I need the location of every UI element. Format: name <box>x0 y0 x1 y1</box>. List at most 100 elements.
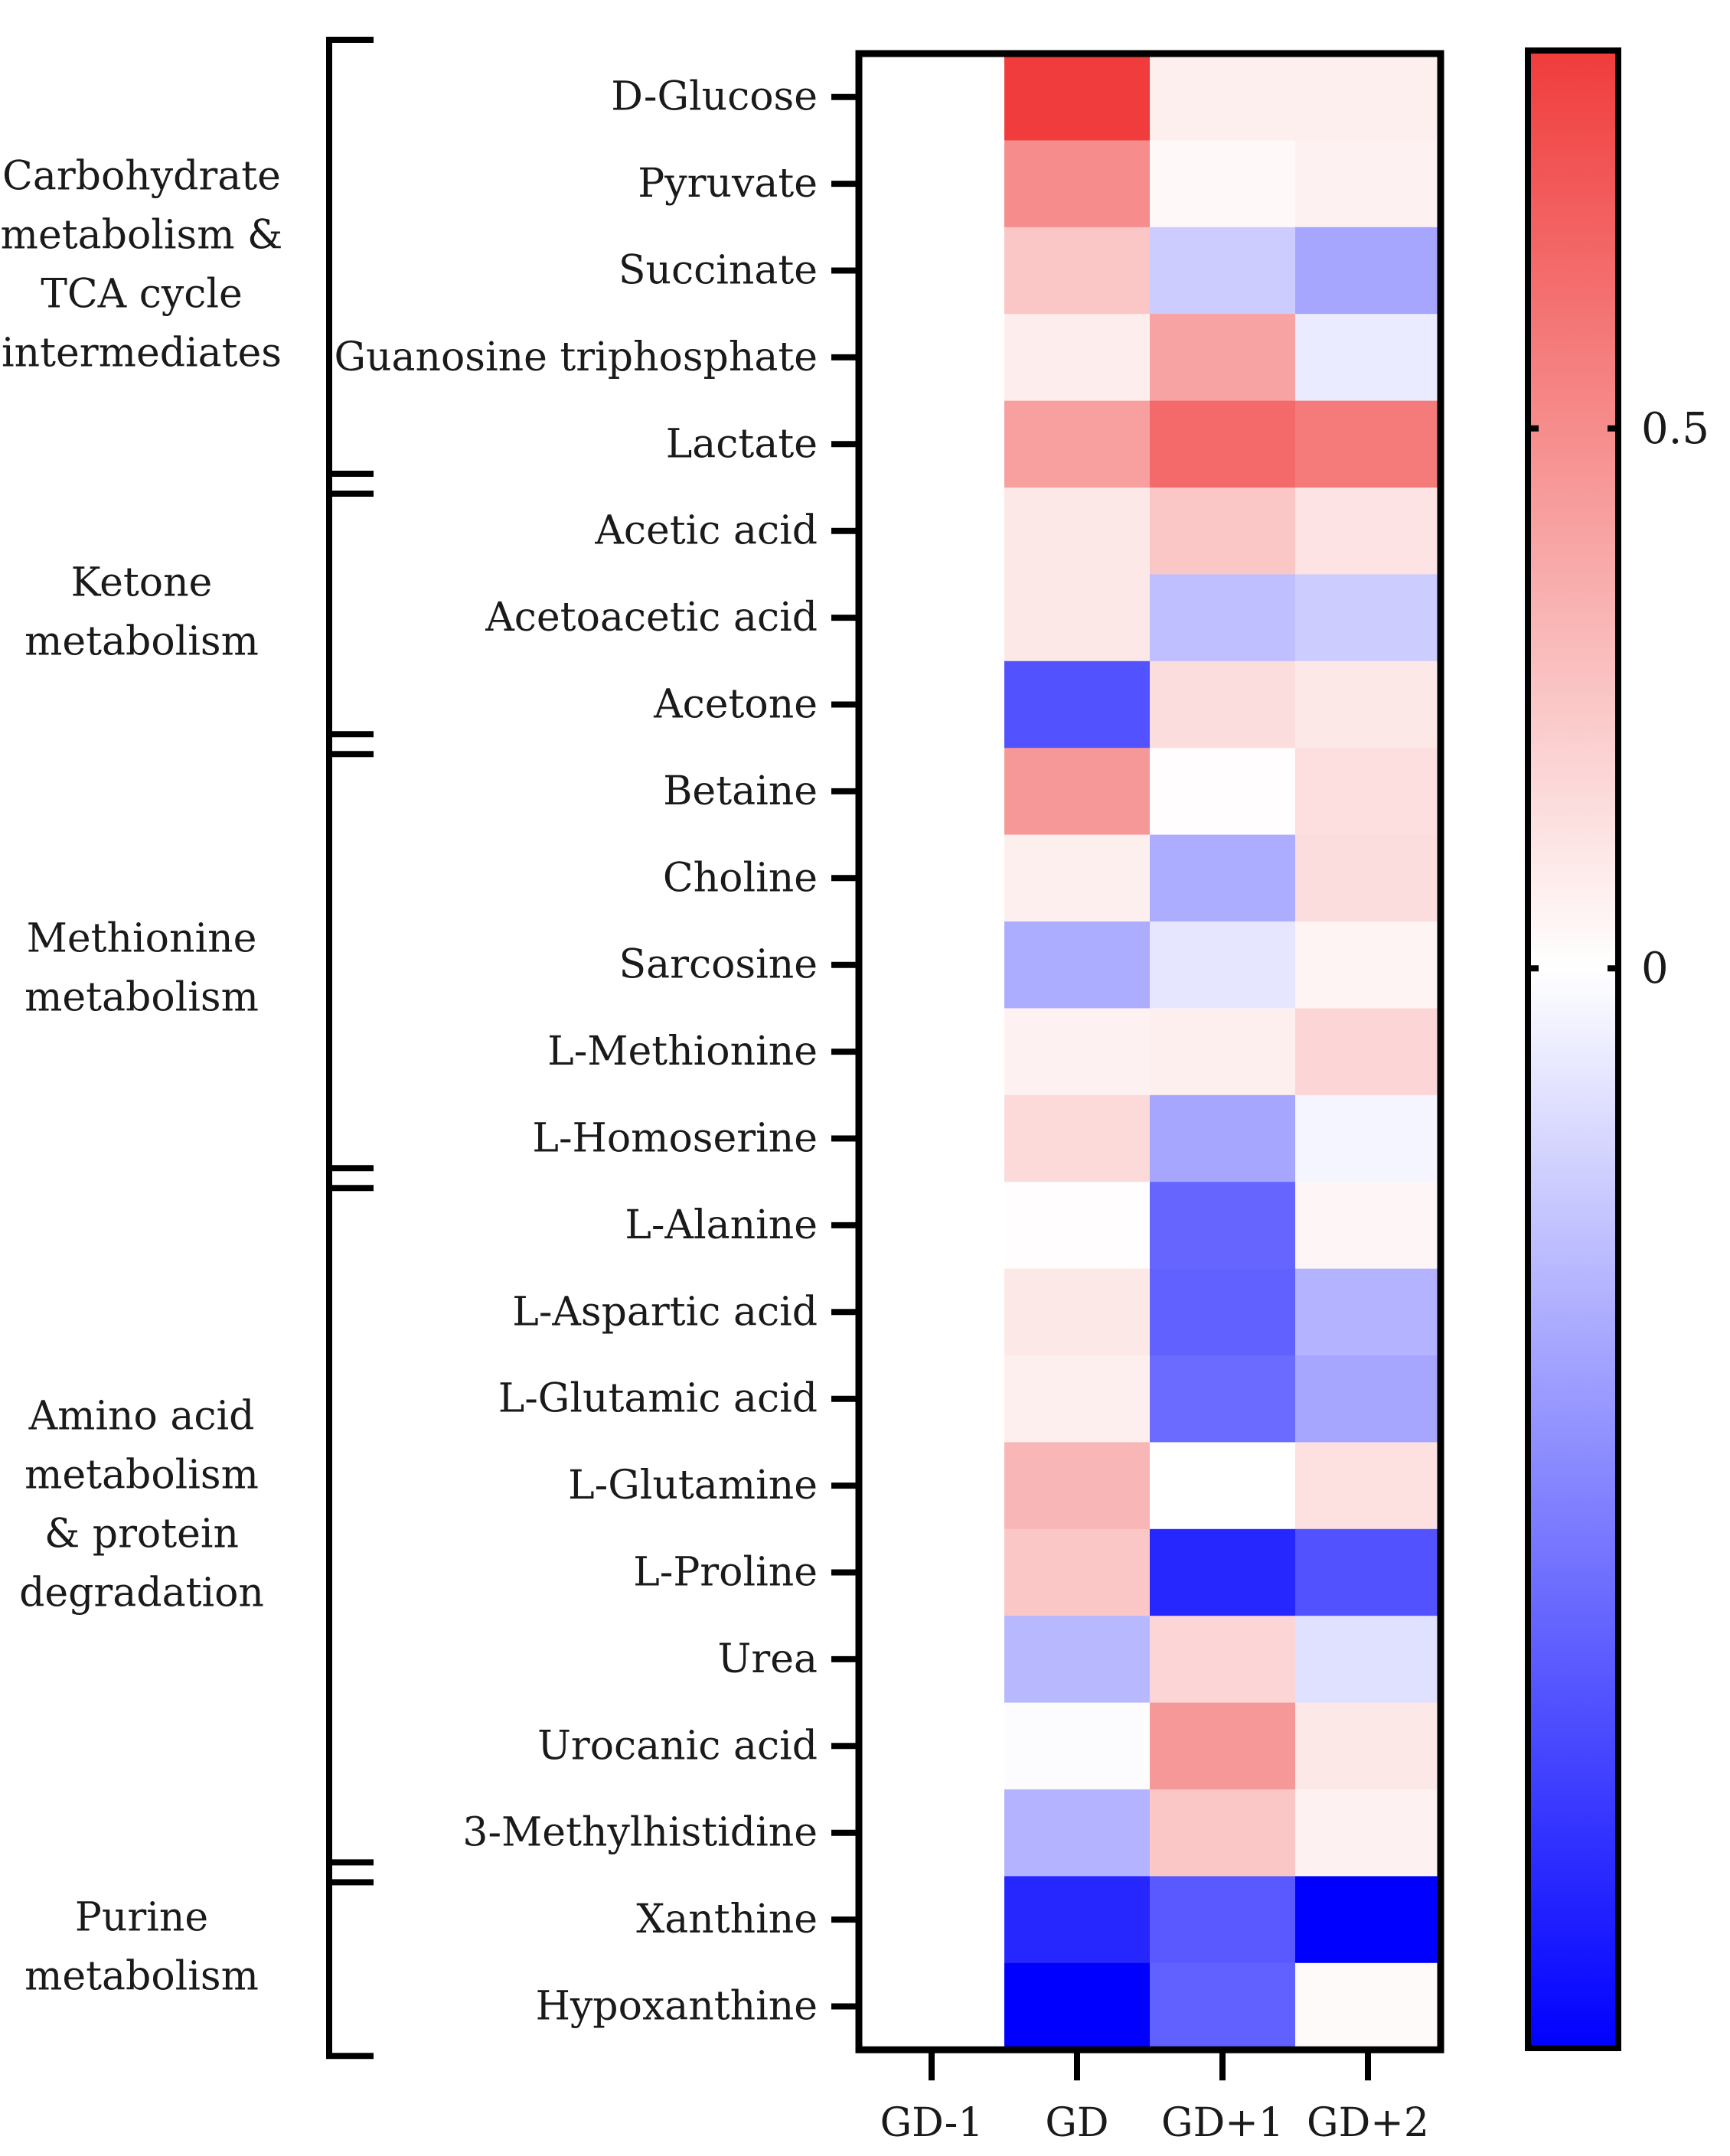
group-bracket-carbohydrate-metabolism-and-tca-cycle-intermediates <box>326 37 374 497</box>
heatmap-cell <box>859 1008 1005 1096</box>
heatmap-cell <box>859 1789 1005 1877</box>
column-label-gd: GD <box>1045 2100 1108 2146</box>
heatmap-cell <box>1295 1789 1441 1877</box>
colorbar-tick-label: 0 <box>1641 944 1669 993</box>
heatmap-cell <box>1295 1962 1441 2050</box>
colorbar-tick-label: 0.5 <box>1641 404 1709 454</box>
heatmap-cell <box>1150 834 1296 922</box>
heatmap-cell <box>1295 574 1441 662</box>
heatmap-cell <box>1150 54 1296 141</box>
heatmap-cell <box>859 1876 1005 1964</box>
group-label-ketone-metabolism: Ketone metabolism <box>24 560 259 665</box>
heatmap-cell <box>1295 140 1441 228</box>
heatmap-cell <box>1150 488 1296 575</box>
heatmap-cells <box>859 54 1441 2050</box>
heatmap-cell <box>859 400 1005 488</box>
heatmap-cell <box>1004 1008 1151 1096</box>
group-bracket-ketone-metabolism <box>326 471 374 758</box>
heatmap-cell <box>1150 1442 1296 1530</box>
heatmap-cell <box>1004 488 1151 575</box>
column-labels: GD-1 GD GD+1 GD+2 <box>880 2100 1429 2146</box>
row-label-l-glutamine: L-Glutamine <box>568 1463 818 1509</box>
row-label-lactate: Lactate <box>666 421 818 467</box>
heatmap-cell <box>859 1702 1005 1790</box>
heatmap-cell <box>1150 921 1296 1009</box>
row-label-l-alanine: L-Alanine <box>625 1202 818 1248</box>
heatmap-cell <box>859 314 1005 402</box>
colorbar: 00.5 <box>1525 47 1709 2051</box>
heatmap-cell <box>1150 1355 1296 1443</box>
row-label-hypoxanthine: Hypoxanthine <box>536 1984 818 2030</box>
heatmap-cell <box>1295 1008 1441 1096</box>
heatmap-cell <box>1295 1268 1441 1356</box>
heatmap-cell <box>1004 1268 1151 1356</box>
heatmap-cell <box>1150 1094 1296 1182</box>
heatmap-cell <box>1295 54 1441 141</box>
heatmap-cell <box>1295 1528 1441 1616</box>
heatmap-cell <box>1004 1876 1151 1964</box>
heatmap-cell <box>1150 574 1296 662</box>
heatmap-cell <box>1150 400 1296 488</box>
row-label-acetic-acid: Acetic acid <box>594 508 818 554</box>
group-bracket-amino-acid-metabolism-and-protein-degradation <box>326 1165 374 1886</box>
row-label-l-aspartic-acid: L-Aspartic acid <box>512 1289 818 1335</box>
heatmap-cell <box>1004 1442 1151 1530</box>
heatmap-cell <box>1150 660 1296 749</box>
heatmap-cell <box>1295 1355 1441 1443</box>
heatmap-cell <box>859 1355 1005 1443</box>
heatmap-cell <box>1150 227 1296 315</box>
row-label-sarcosine: Sarcosine <box>619 942 818 988</box>
group-label-amino-acid-metabolism-and-protein-degradation: Amino acid metabolism & protein degradation <box>19 1394 264 1616</box>
heatmap-cell <box>1004 1789 1151 1877</box>
heatmap-cell <box>1295 1442 1441 1530</box>
group-label-purine-metabolism: Purine metabolism <box>24 1895 259 2000</box>
heatmap-cell <box>1295 1094 1441 1182</box>
row-labels: D-Glucose Pyruvate Succinate Guanosine trip… <box>334 74 818 2030</box>
colorbar-gradient <box>1525 47 1621 2051</box>
column-label-gd-1: GD-1 <box>880 2100 984 2146</box>
heatmap-cell <box>1004 140 1151 228</box>
heatmap-cell <box>859 660 1005 749</box>
heatmap-cell <box>1150 1962 1296 2050</box>
row-label-succinate: Succinate <box>619 248 818 294</box>
heatmap-cell <box>1150 1616 1296 1704</box>
heatmap-cell <box>1150 1268 1296 1356</box>
heatmap-cell <box>1004 1528 1151 1616</box>
heatmap-cell <box>1150 314 1296 402</box>
heatmap-cell <box>859 1094 1005 1182</box>
heatmap-cell <box>859 921 1005 1009</box>
group-brackets: Carbohydrate metabolism & TCA cycle interme… <box>1 37 374 2060</box>
heatmap-cell <box>1004 834 1151 922</box>
group-bracket-methionine-metabolism <box>326 731 374 1192</box>
heatmap-cell <box>1004 400 1151 488</box>
heatmap-cell <box>1004 314 1151 402</box>
heatmap-cell <box>859 1442 1005 1530</box>
heatmap-cell <box>1295 834 1441 922</box>
heatmap-cell <box>859 488 1005 575</box>
heatmap-cell <box>859 140 1005 228</box>
heatmap-cell <box>1295 1702 1441 1790</box>
heatmap-cell <box>1004 1702 1151 1790</box>
heatmap-cell <box>1004 54 1151 141</box>
heatmap-cell <box>1295 921 1441 1009</box>
heatmap-cell <box>1295 314 1441 402</box>
row-ticks <box>831 93 856 2010</box>
heatmap-cell <box>1295 1182 1441 1270</box>
column-ticks <box>929 2053 1371 2081</box>
heatmap-cell <box>1150 1008 1296 1096</box>
heatmap-cell <box>1004 1962 1151 2050</box>
heatmap-frame <box>855 50 1444 2053</box>
row-label-pyruvate: Pyruvate <box>638 161 818 207</box>
heatmap-cell <box>1295 488 1441 575</box>
heatmap-cell <box>1004 574 1151 662</box>
heatmap-cell <box>1295 660 1441 749</box>
heatmap-cell <box>859 748 1005 836</box>
heatmap-cell <box>1150 1528 1296 1616</box>
column-label-gd-1: GD+1 <box>1161 2100 1284 2146</box>
heatmap-cell <box>1004 921 1151 1009</box>
heatmap-cell <box>1004 748 1151 836</box>
heatmap-cell <box>1295 1876 1441 1964</box>
heatmap-cell <box>1150 748 1296 836</box>
row-label-l-homoserine: L-Homoserine <box>532 1116 818 1162</box>
